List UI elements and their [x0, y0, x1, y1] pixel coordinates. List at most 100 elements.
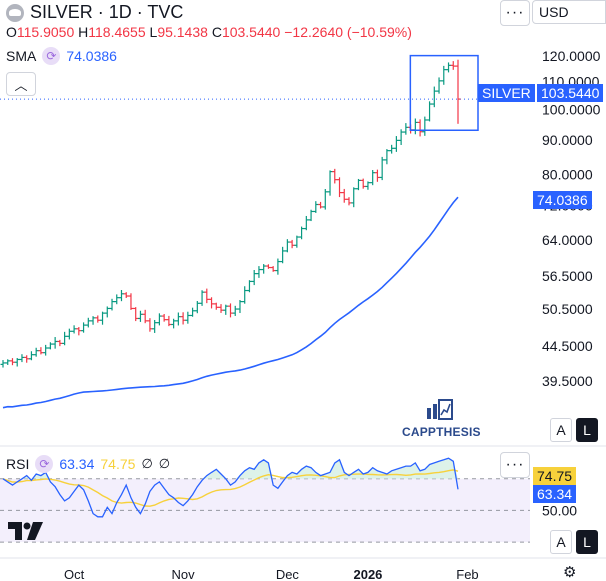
price-axis-tick: 50.5000: [542, 301, 593, 317]
ohlc-bar: [142, 309, 148, 324]
currency-select[interactable]: USD: [532, 0, 606, 24]
ohlc-bar: [133, 307, 139, 322]
rsi-hidden-value-1: ∅: [141, 456, 153, 471]
ohlc-bar: [365, 181, 371, 190]
sma-line: [2, 196, 459, 409]
ohlc-bar: [128, 293, 134, 310]
ohlc-bar: [100, 311, 106, 325]
ohlc-bar: [209, 297, 215, 309]
ohlc-bar: [261, 264, 267, 274]
ohlc-bar: [161, 313, 167, 322]
symbol-title[interactable]: SILVER · 1D · TVC: [30, 2, 184, 22]
sma-value: 74.0386: [66, 48, 117, 64]
ohlc-bar: [308, 209, 314, 222]
ohlc-bar: [85, 317, 91, 328]
ohlc-legend: O115.9050 H118.4655 L95.1438 C103.5440 −…: [6, 24, 412, 40]
ohlc-bar: [351, 187, 357, 208]
price-axis-tick: 64.0000: [542, 232, 593, 248]
open-label: O: [6, 24, 17, 40]
ohlc-bar: [327, 170, 333, 196]
cappthesis-logo-icon: [427, 399, 453, 420]
x-axis-tick: 2026: [353, 567, 382, 581]
tradingview-logo-icon: [8, 522, 43, 540]
silver-symbol-icon: [6, 3, 24, 22]
ohlc-bar: [284, 239, 290, 253]
ohlc-bar: [185, 311, 191, 324]
ohlc-bar: [0, 360, 6, 368]
low-label: L: [149, 24, 158, 40]
ohlc-bar: [270, 266, 276, 272]
rsi-log-scale-button[interactable]: L: [576, 530, 598, 554]
high-label: H: [78, 24, 89, 40]
ohlc-bar: [446, 62, 452, 73]
ohlc-bar: [152, 319, 158, 333]
ohlc-bar: [166, 315, 172, 327]
ohlc-bar: [66, 328, 72, 340]
symbol-header[interactable]: SILVER · 1D · TVC: [6, 2, 183, 23]
ohlc-bar: [28, 351, 34, 361]
collapse-legend-button[interactable]: ︿: [6, 72, 36, 96]
rsi-sma-value: 74.75: [100, 456, 136, 472]
ohlc-bar: [237, 300, 243, 314]
price-axis-tick: 39.5000: [542, 373, 593, 389]
ohlc-bar: [175, 312, 181, 326]
rsi-axis-tick: 50.00: [542, 502, 577, 518]
currency-label: USD: [539, 4, 569, 20]
ohlc-bar: [412, 118, 418, 135]
ohlc-bar: [417, 119, 423, 137]
sma-legend[interactable]: SMA ⟳ 74.0386: [6, 47, 117, 65]
ohlc-bar: [194, 301, 200, 314]
chevron-up-icon: ︿: [14, 77, 28, 93]
ohlc-bar: [71, 325, 77, 334]
change-value: −12.2640 (−10.59%): [284, 24, 412, 40]
price-axis-tick: 100.0000: [542, 101, 601, 117]
ohlc-bar: [123, 292, 129, 298]
rsi-legend[interactable]: RSI ⟳ 63.34 74.75 ∅ ∅: [6, 455, 170, 473]
ohlc-bar: [47, 342, 53, 350]
ohlc-bar: [156, 313, 162, 326]
x-axis-tick: Oct: [64, 567, 85, 581]
ohlc-bar: [384, 149, 390, 165]
ohlc-bar: [33, 347, 39, 357]
ohlc-bar: [251, 270, 257, 286]
ohlc-bar: [171, 318, 177, 329]
ohlc-bar: [393, 136, 399, 152]
gear-icon[interactable]: ⚙: [563, 564, 577, 581]
ohlc-bar: [14, 358, 20, 367]
ohlc-bar: [360, 178, 366, 189]
ohlc-bar: [427, 101, 433, 122]
x-axis-tick: Feb: [456, 567, 478, 581]
tradingview-logo[interactable]: [8, 520, 44, 547]
rsi-more-button[interactable]: ···: [500, 452, 530, 478]
ohlc-bar: [246, 280, 252, 293]
ohlc-bar: [199, 290, 205, 306]
ohlc-bar: [398, 129, 404, 145]
ohlc-bar: [81, 322, 87, 333]
ohlc-bar: [422, 116, 428, 136]
ohlc-bar: [403, 123, 409, 135]
log-scale-button[interactable]: L: [576, 418, 598, 442]
ohlc-bar: [62, 331, 68, 346]
ohlc-bar: [232, 305, 238, 316]
ohlc-bar: [280, 246, 286, 264]
cappthesis-watermark: CAPPTHESIS: [402, 398, 480, 439]
ohlc-bar: [52, 337, 58, 349]
ohlc-bar: [256, 266, 262, 278]
chart-more-button[interactable]: ···: [500, 0, 530, 26]
sma-label: SMA: [6, 48, 37, 64]
rsi-auto-scale-button[interactable]: A: [550, 530, 572, 554]
last-price-tag: 103.5440: [537, 84, 604, 102]
close-value: 103.5440: [221, 24, 281, 40]
open-value: 115.9050: [16, 24, 75, 40]
price-axis-tick: 56.5000: [542, 268, 593, 284]
ohlc-bar: [431, 86, 437, 108]
ohlc-bar: [337, 177, 343, 198]
ohlc-bar: [5, 359, 11, 365]
ohlc-bar: [313, 201, 319, 213]
price-axis-tick: 120.0000: [542, 48, 601, 64]
ohlc-bar: [355, 178, 361, 191]
auto-scale-button[interactable]: A: [550, 418, 572, 442]
rsi-tag: 63.34: [533, 485, 577, 503]
more-dots-icon: ···: [505, 456, 525, 473]
